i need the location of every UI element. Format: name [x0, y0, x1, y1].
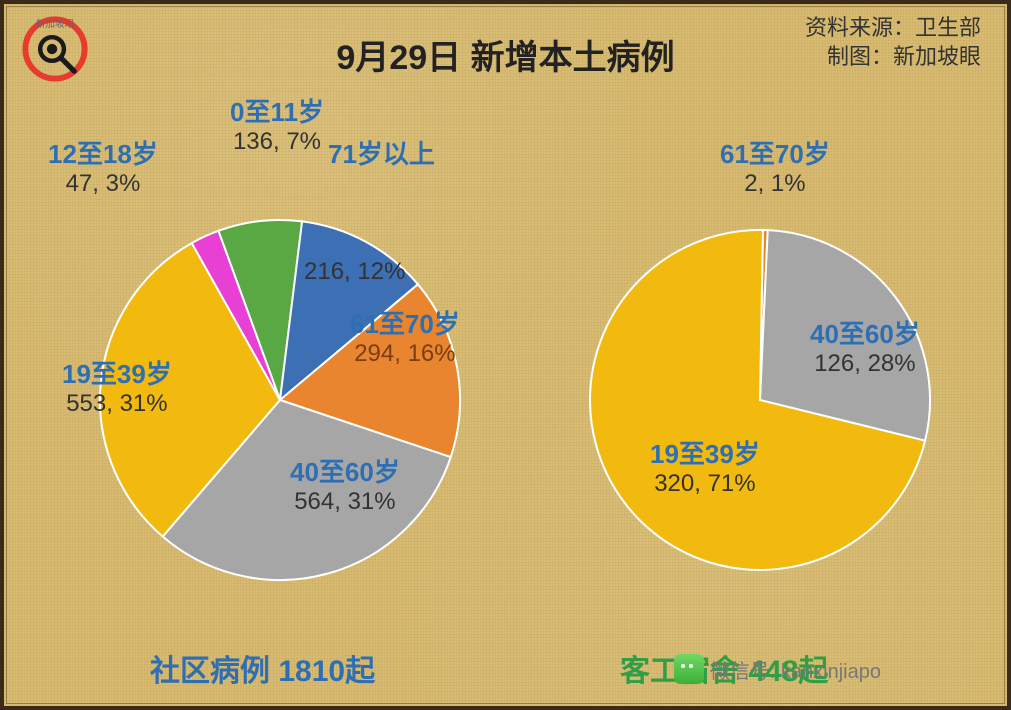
- left-subtitle: 社区病例 1810起: [150, 646, 375, 690]
- slice-label: 19至39岁320, 71%: [650, 440, 760, 497]
- slice-category: 61至70岁: [350, 310, 460, 340]
- slice-category: 40至60岁: [810, 320, 920, 350]
- slice-label: 0至11岁136, 7%: [230, 98, 324, 155]
- slice-value: 47, 3%: [48, 170, 158, 198]
- slice-value: 320, 71%: [650, 470, 760, 498]
- slice-label: 216, 12%: [304, 258, 405, 286]
- slice-value: 294, 16%: [350, 340, 460, 368]
- slice-category: 12至18岁: [48, 140, 158, 170]
- slice-value: 216, 12%: [304, 258, 405, 286]
- slice-label: 40至60岁126, 28%: [810, 320, 920, 377]
- slice-category: 19至39岁: [62, 360, 172, 390]
- wechat-watermark: 微信号: kanxinjiapo: [674, 654, 881, 684]
- slice-outside-label: 71岁以上: [328, 140, 435, 170]
- slice-category: 71岁以上: [328, 140, 435, 170]
- wechat-label: 微信号: kanxinjiapo: [710, 655, 881, 684]
- slice-label: 61至70岁294, 16%: [350, 310, 460, 367]
- slice-category: 0至11岁: [230, 98, 324, 128]
- slice-value: 2, 1%: [720, 170, 830, 198]
- slice-value: 564, 31%: [290, 488, 400, 516]
- slice-value: 136, 7%: [230, 128, 324, 156]
- slice-category: 19至39岁: [650, 440, 760, 470]
- slice-label: 61至70岁2, 1%: [720, 140, 830, 197]
- slice-value: 126, 28%: [810, 350, 920, 378]
- slice-label: 19至39岁553, 31%: [62, 360, 172, 417]
- wechat-icon: [674, 654, 704, 684]
- slice-label: 40至60岁564, 31%: [290, 458, 400, 515]
- slice-category: 40至60岁: [290, 458, 400, 488]
- slice-value: 553, 31%: [62, 390, 172, 418]
- slice-category: 61至70岁: [720, 140, 830, 170]
- slice-label: 12至18岁47, 3%: [48, 140, 158, 197]
